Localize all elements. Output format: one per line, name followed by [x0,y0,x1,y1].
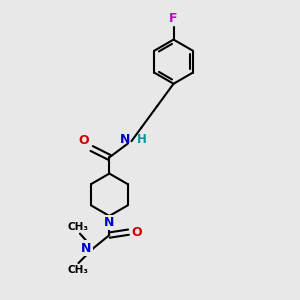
Text: CH₃: CH₃ [68,266,89,275]
Text: N: N [104,216,115,229]
Text: F: F [169,12,178,26]
Text: O: O [79,134,89,147]
Text: N: N [81,242,92,255]
Text: O: O [131,226,142,238]
Text: CH₃: CH₃ [68,222,89,232]
Text: H: H [137,133,147,146]
Text: N: N [120,133,130,146]
